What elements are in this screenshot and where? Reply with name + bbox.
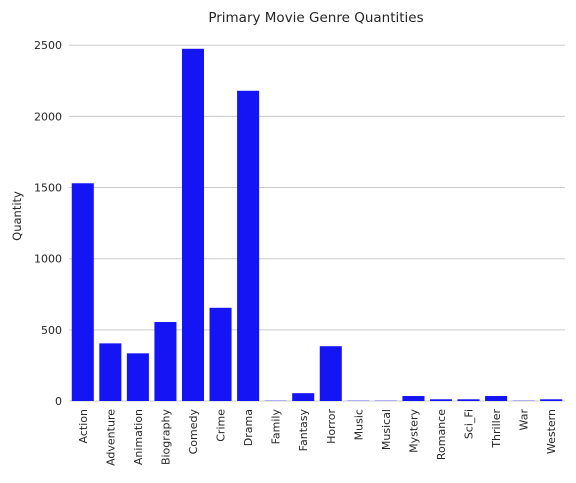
y-tick-label: 2000 <box>34 110 62 123</box>
x-tick-label: Family <box>270 409 283 445</box>
y-tick-label: 2500 <box>34 39 62 52</box>
x-tick-label: Crime <box>215 409 228 442</box>
x-tick-label: Romance <box>435 409 448 460</box>
chart-title: Primary Movie Genre Quantities <box>208 10 423 26</box>
y-tick-label: 0 <box>55 395 62 408</box>
x-tick-label: Horror <box>325 409 338 444</box>
y-tick-labels: 0 500 1000 1500 2000 2500 <box>34 39 62 408</box>
x-tick-label: Drama <box>242 409 255 446</box>
y-tick-label: 500 <box>41 324 62 337</box>
x-tick-label: Fantasy <box>297 409 310 452</box>
bar-biography <box>154 322 177 401</box>
x-tick-label: Animation <box>132 409 145 465</box>
y-axis-label: Quantity <box>10 191 24 241</box>
x-tick-label: Biography <box>159 409 172 466</box>
x-tick-label: Musical <box>380 409 393 450</box>
x-tick-labels: Action Adventure Animation Biography Comedy C… <box>77 409 558 466</box>
x-tick-label: Music <box>352 409 365 440</box>
x-tick-label: Mystery <box>407 409 420 453</box>
bar-animation <box>126 353 149 401</box>
y-tick-label: 1000 <box>34 253 62 266</box>
bar-western <box>540 399 563 401</box>
bar-crime <box>209 307 232 401</box>
bar-adventure <box>99 343 122 401</box>
x-tick-label: Thriller <box>490 409 503 449</box>
bars <box>71 48 563 402</box>
x-tick-label: Sci_Fi <box>463 409 476 439</box>
y-tick-label: 1500 <box>34 182 62 195</box>
bar-thriller <box>485 396 508 401</box>
x-tick-label: War <box>518 409 531 431</box>
x-tick-label: Adventure <box>104 409 117 466</box>
x-tick-label: Comedy <box>187 409 200 455</box>
bar-mystery <box>402 396 425 401</box>
bar-drama <box>237 90 260 402</box>
bar-fantasy <box>292 393 315 401</box>
bar-horror <box>319 346 342 401</box>
x-tick-label: Western <box>545 409 558 454</box>
gridlines <box>69 44 565 402</box>
bar-sci-fi <box>457 399 480 401</box>
bar-comedy <box>181 48 205 402</box>
bar-action <box>71 183 94 401</box>
x-tick-label: Action <box>77 409 90 443</box>
bar-romance <box>429 399 453 401</box>
